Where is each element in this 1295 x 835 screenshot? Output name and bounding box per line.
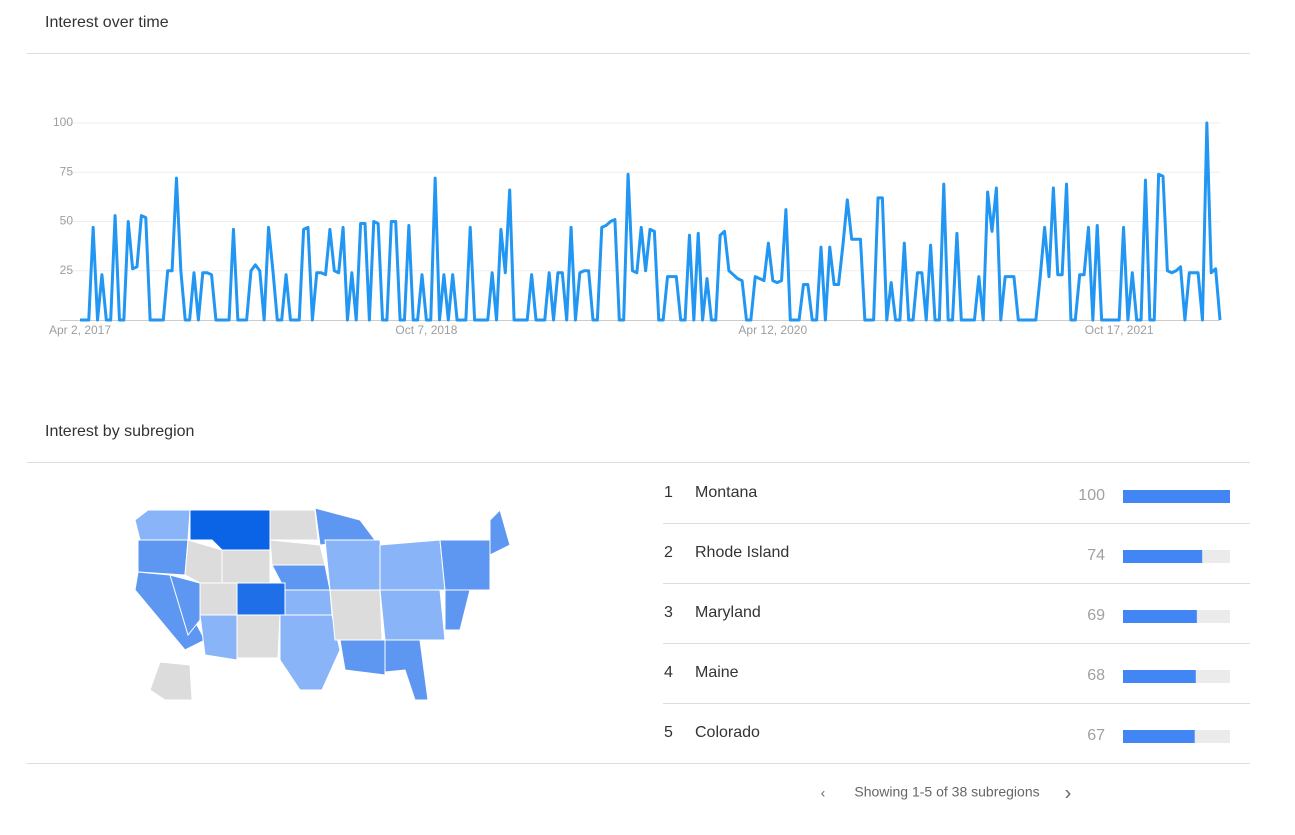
map-region [329, 589, 383, 641]
region-value: 100 [1078, 487, 1105, 504]
map-region [221, 549, 271, 584]
region-name: Colorado [695, 724, 760, 741]
map-region [439, 539, 491, 591]
x-tick-label: Oct 7, 2018 [395, 323, 457, 337]
region-name: Maryland [695, 604, 761, 621]
map-region [236, 582, 286, 616]
bar [1123, 670, 1196, 683]
map-region [324, 539, 386, 591]
rank: 2 [664, 544, 673, 561]
map-region [184, 539, 223, 584]
us-map [134, 507, 511, 701]
rank: 1 [664, 484, 673, 501]
region-name: Montana [695, 484, 757, 501]
map-region [314, 507, 376, 546]
map-region [236, 614, 281, 659]
trend-line [80, 121, 1222, 322]
y-tick-label: 25 [60, 263, 74, 277]
rank: 3 [664, 604, 673, 621]
x-tick-label: Apr 2, 2017 [49, 323, 111, 337]
section-title: Interest over time [45, 14, 169, 31]
map-region [444, 589, 471, 631]
bar [1123, 610, 1197, 623]
map-region [284, 589, 333, 616]
map-region [169, 574, 201, 637]
map-region [279, 614, 341, 691]
region-value: 74 [1087, 547, 1105, 564]
map-region [339, 639, 386, 676]
map-region [384, 639, 429, 701]
map-region [269, 539, 326, 566]
map-region [379, 539, 446, 591]
rank: 4 [664, 664, 673, 681]
region-value: 69 [1087, 607, 1105, 624]
region-name: Maine [695, 664, 739, 681]
map-region [379, 589, 446, 641]
line-chart: 25 50 75 100 Apr 2, 2017 Oct 7, 2018 Apr 12, 2… [49, 115, 1222, 337]
map-region [269, 509, 319, 541]
y-tick-label: 75 [60, 164, 74, 178]
x-tick-label: Apr 12, 2020 [738, 323, 807, 337]
next-page[interactable]: › [1065, 782, 1072, 804]
y-tick-label: 50 [60, 214, 74, 228]
section-title: Interest by subregion [45, 423, 194, 440]
rank: 5 [664, 724, 673, 741]
subregion-table: 1 Montana 100 2 Rhode Island 74 3 Maryland 69 4 Ma… [27, 484, 1250, 764]
map-region [137, 539, 189, 576]
bar [1123, 550, 1203, 563]
map-region [489, 509, 511, 556]
region-value: 68 [1087, 667, 1105, 684]
map-region [149, 661, 193, 701]
y-tick-label: 100 [53, 115, 73, 129]
x-tick-label: Oct 17, 2021 [1085, 323, 1154, 337]
prev-page[interactable]: ‹ [821, 785, 826, 801]
map-region [199, 614, 238, 661]
pagination-text: Showing 1-5 of 38 subregions [854, 784, 1039, 800]
region-name: Rhode Island [695, 544, 789, 561]
bar [1123, 490, 1230, 503]
map-region [199, 582, 238, 616]
map-region [134, 509, 191, 541]
region-value: 67 [1087, 727, 1105, 744]
bar [1123, 730, 1195, 743]
